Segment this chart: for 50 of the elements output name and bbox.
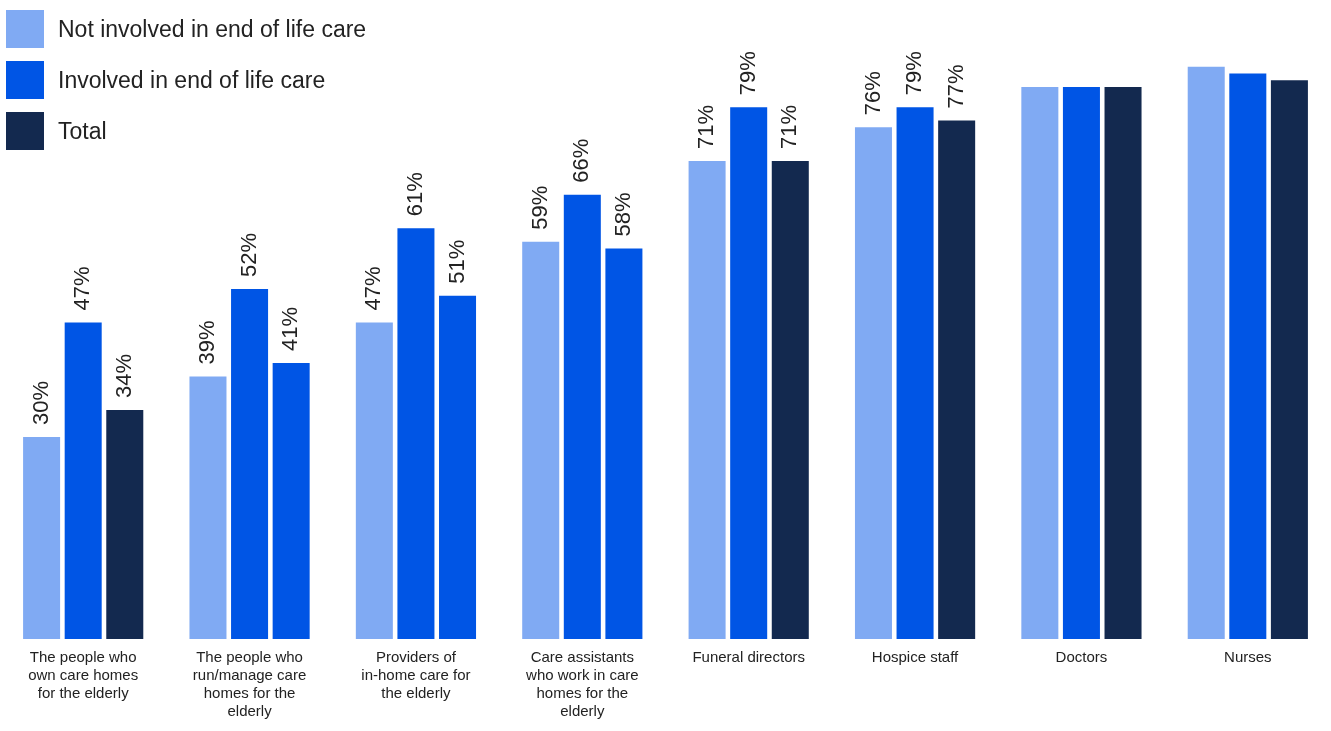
- data-label: 47%: [69, 266, 95, 311]
- bar: [938, 120, 976, 639]
- bar: [23, 437, 61, 639]
- bar: [771, 160, 809, 639]
- data-label: 30%: [27, 380, 53, 426]
- bar: [1229, 73, 1267, 639]
- data-label: 77%: [942, 64, 968, 109]
- data-label: 76%: [859, 71, 885, 116]
- legend-label: Involved in end of life care: [58, 66, 326, 94]
- x-tick-label: Funeral directors: [692, 648, 805, 666]
- bar: [189, 376, 227, 639]
- data-label: 79%: [734, 51, 760, 96]
- bar: [688, 160, 726, 639]
- data-label: 66%: [568, 138, 594, 183]
- bar: [1021, 86, 1059, 639]
- legend-label: Not involved in end of life care: [58, 15, 367, 43]
- bar: [64, 322, 102, 639]
- bar: [1062, 86, 1100, 639]
- bar: [1270, 80, 1308, 639]
- bar: [854, 127, 892, 639]
- data-label: 41%: [277, 306, 303, 351]
- bar: [106, 410, 144, 639]
- bar: [522, 241, 560, 639]
- data-label: 34%: [110, 354, 136, 399]
- data-label: 52%: [235, 232, 261, 277]
- bar: [896, 107, 934, 639]
- x-tick-label: The people who own care homes for the elderly: [28, 648, 139, 702]
- bar: [563, 194, 601, 639]
- legend-label: Total: [58, 117, 107, 145]
- data-label: 58%: [609, 192, 635, 237]
- bar: [397, 228, 435, 639]
- bar: [730, 107, 768, 639]
- data-label: 47%: [360, 266, 386, 311]
- x-tick-label: Care assistants who work in care homes for the elderly: [525, 648, 639, 720]
- x-tick-label: Nurses: [1224, 648, 1272, 666]
- data-label: 51%: [443, 239, 469, 284]
- data-label: 79%: [901, 51, 927, 96]
- bar: [1187, 66, 1225, 639]
- bar: [231, 288, 269, 639]
- x-tick-label: Hospice staff: [871, 648, 960, 666]
- data-label: 71%: [693, 104, 719, 149]
- data-label: 61%: [402, 172, 427, 217]
- x-tick-label: Providers of in-home care for the elderly: [361, 648, 471, 702]
- x-tick-label: Doctors: [1055, 648, 1108, 666]
- bar: [355, 322, 393, 639]
- data-label: 39%: [194, 320, 220, 365]
- data-label: 59%: [526, 185, 552, 230]
- bar: [1104, 86, 1142, 639]
- data-label: 71%: [776, 104, 802, 149]
- x-tick-label: The people who run/manage care homes for the elderly: [192, 648, 307, 720]
